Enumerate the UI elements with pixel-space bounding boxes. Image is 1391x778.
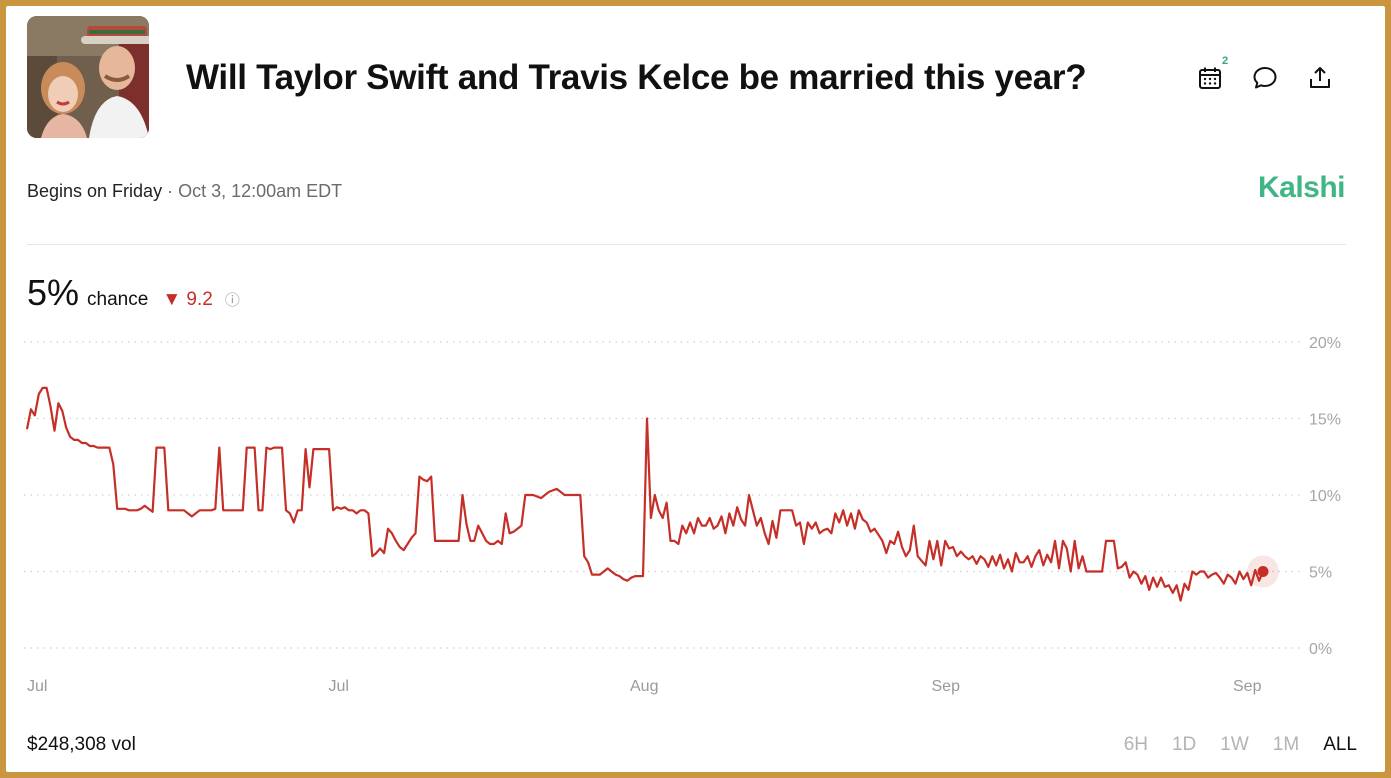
calendar-badge: 2 xyxy=(1222,55,1229,67)
photo-image xyxy=(27,16,149,138)
y-tick-label: 10% xyxy=(1309,488,1341,505)
market-card: Will Taylor Swift and Travis Kelce be ma… xyxy=(6,6,1385,772)
range-6h[interactable]: 6H xyxy=(1123,734,1148,755)
x-tick-label: Sep xyxy=(1233,678,1262,695)
range-1d[interactable]: 1D xyxy=(1171,734,1197,755)
share-button[interactable] xyxy=(1304,62,1336,94)
range-all[interactable]: ALL xyxy=(1323,734,1357,755)
y-tick-label: 20% xyxy=(1309,335,1341,352)
y-tick-label: 15% xyxy=(1309,412,1341,429)
range-1m[interactable]: 1M xyxy=(1272,734,1300,755)
current-point xyxy=(1257,566,1269,577)
begins-date: · Oct 3, 12:00am EDT xyxy=(167,181,343,201)
series-line xyxy=(25,386,1265,602)
share-icon xyxy=(1310,67,1330,88)
range-1w[interactable]: 1W xyxy=(1220,734,1249,755)
x-tick-label: Jul xyxy=(27,678,47,695)
divider xyxy=(27,244,1346,245)
change-value: ▼ 9.2 xyxy=(162,289,213,310)
y-tick-label: 0% xyxy=(1309,641,1332,658)
x-tick-label: Sep xyxy=(932,678,961,695)
market-title: Will Taylor Swift and Travis Kelce be ma… xyxy=(186,58,1087,97)
x-tick-label: Aug xyxy=(630,678,658,695)
y-tick-label: 5% xyxy=(1309,565,1332,582)
chance-value: 5% xyxy=(27,272,80,313)
kalshi-logo[interactable]: Kalshi xyxy=(1257,171,1346,204)
chance-label: chance xyxy=(87,289,149,310)
info-icon[interactable]: ⓘ xyxy=(224,292,240,309)
begins-info: Begins on Friday · Oct 3, 12:00am EDT xyxy=(27,181,342,202)
comment-icon xyxy=(1253,67,1277,89)
calendar-icon xyxy=(1199,67,1221,89)
volume: $248,308 vol xyxy=(27,734,136,755)
market-thumbnail xyxy=(27,16,149,138)
chance-stat: 5% chance ▼ 9.2 ⓘ xyxy=(27,272,240,314)
begins-label: Begins on Friday xyxy=(27,181,163,201)
price-chart[interactable]: 20% 15% 10% 5% 0% Jul Jul Aug Sep Sep xyxy=(6,6,1385,716)
x-tick-label: Jul xyxy=(329,678,349,695)
calendar-button[interactable] xyxy=(1194,62,1226,94)
comment-button[interactable] xyxy=(1249,62,1281,94)
time-range-selector: 6H 1D 1W 1M ALL xyxy=(1124,734,1357,756)
